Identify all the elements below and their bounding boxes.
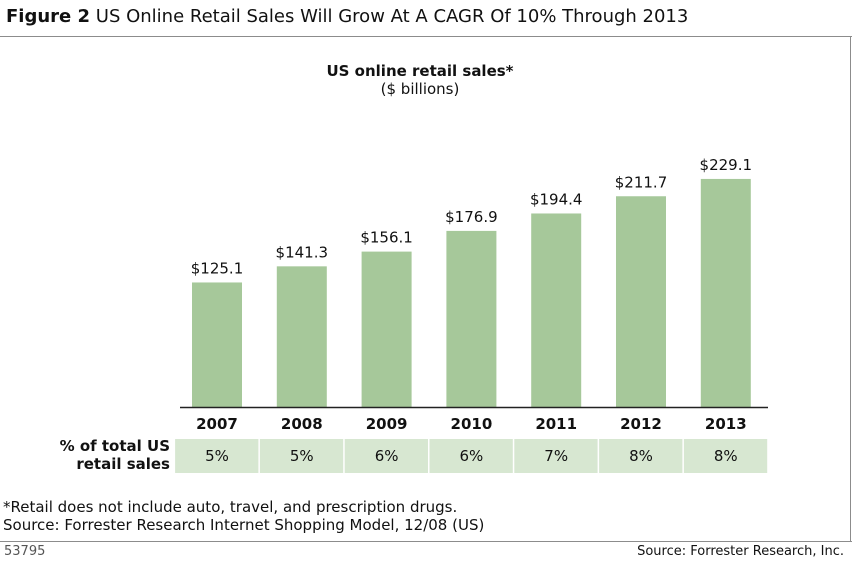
bottom-rule: [0, 541, 852, 542]
bar-value-label-2011: $194.4: [530, 190, 583, 208]
figure-title: Figure 2 US Online Retail Sales Will Gro…: [6, 6, 688, 27]
share-row-label-line2: retail sales: [76, 455, 170, 473]
share-value-2011: 7%: [544, 447, 568, 465]
share-row-label-line1: % of total US: [60, 437, 170, 455]
share-cell-2013: [683, 439, 768, 473]
x-tick-label-2013: 2013: [705, 415, 747, 433]
bar-value-label-2013: $229.1: [700, 156, 753, 174]
share-cell-2008: [259, 439, 344, 473]
bar-value-label-2007: $125.1: [191, 259, 244, 277]
share-cell-2007: [175, 439, 259, 473]
bar-2008: [276, 266, 327, 407]
title-rule: [0, 36, 852, 37]
x-tick-label-2008: 2008: [281, 415, 323, 433]
share-value-2007: 5%: [205, 447, 229, 465]
bar-2012: [616, 196, 666, 407]
footnote-note: *Retail does not include auto, travel, a…: [3, 498, 458, 516]
share-value-2008: 5%: [290, 447, 314, 465]
bar-2007: [192, 282, 242, 407]
bar-2009: [361, 251, 412, 407]
share-cell-2010: [429, 439, 513, 473]
bar-value-label-2008: $141.3: [276, 243, 329, 261]
bar-value-label-2010: $176.9: [445, 208, 498, 226]
x-tick-label-2009: 2009: [366, 415, 408, 433]
share-value-2009: 6%: [375, 447, 399, 465]
share-value-2012: 8%: [629, 447, 653, 465]
figure-title-text: US Online Retail Sales Will Grow At A CA…: [95, 6, 689, 27]
x-tick-label-2007: 2007: [196, 415, 238, 433]
x-tick-label-2011: 2011: [535, 415, 577, 433]
footnote-source: Source: Forrester Research Internet Shop…: [3, 516, 485, 534]
figure-label: Figure 2: [6, 6, 91, 27]
bar-value-label-2012: $211.7: [615, 173, 668, 191]
source-credit: Source: Forrester Research, Inc.: [637, 544, 844, 559]
bar-2013: [700, 178, 751, 407]
share-cell-2011: [514, 439, 598, 473]
figure-frame: [0, 36, 851, 542]
bar-2011: [531, 213, 582, 407]
figure-id: 53795: [4, 544, 46, 559]
bar-2010: [446, 230, 497, 407]
chart-subtitle: ($ billions): [381, 80, 460, 98]
share-cell-2009: [344, 439, 428, 473]
share-value-2013: 8%: [714, 447, 738, 465]
chart-title: US online retail sales*: [326, 62, 513, 80]
x-tick-label-2012: 2012: [620, 415, 662, 433]
share-value-2010: 6%: [460, 447, 484, 465]
x-tick-label-2010: 2010: [451, 415, 493, 433]
bar-value-label-2009: $156.1: [360, 229, 413, 247]
share-cell-2012: [599, 439, 683, 473]
